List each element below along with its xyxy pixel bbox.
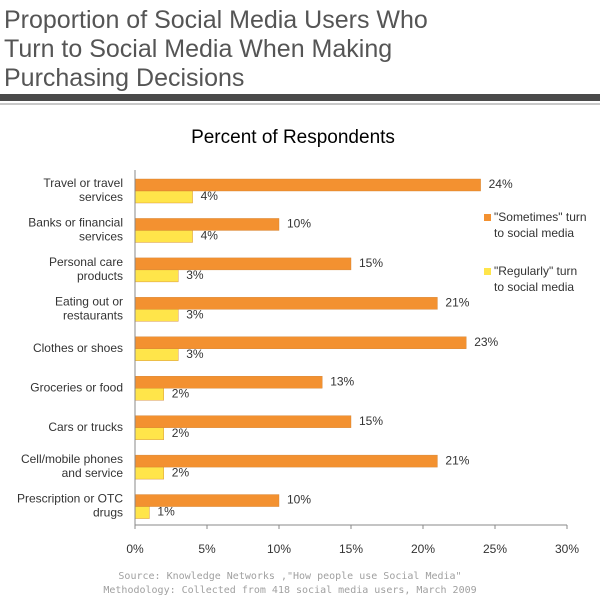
value-label: 10% <box>287 493 311 507</box>
category-label: Clothes or shoes <box>33 341 123 355</box>
value-label: 13% <box>330 374 354 388</box>
value-label: 1% <box>157 505 175 519</box>
category-label: Eating out or restaurants <box>55 295 123 323</box>
x-tick-label: 30% <box>555 542 579 556</box>
text-line: and service <box>62 466 124 480</box>
x-tick-label: 25% <box>483 542 507 556</box>
bar <box>134 230 193 243</box>
text-line: Proportion of Social Media Users Who <box>4 6 428 34</box>
text-line: Personal care <box>49 255 123 269</box>
legend-swatch <box>484 214 491 221</box>
text-line: to social media <box>494 226 574 240</box>
text-line: Cell/mobile phones <box>21 452 123 466</box>
bar <box>134 309 179 322</box>
value-label: 21% <box>445 453 469 467</box>
value-label: 2% <box>172 465 190 479</box>
category-label: Cars or trucks <box>48 420 123 434</box>
legend-swatch <box>484 268 491 275</box>
bar <box>134 376 323 389</box>
bar <box>134 427 164 440</box>
legend-label: "Regularly" turn to social media <box>494 264 577 294</box>
value-label: 10% <box>287 217 311 231</box>
x-tick-label: 5% <box>198 542 216 556</box>
value-label: 21% <box>445 296 469 310</box>
value-label: 3% <box>186 347 204 361</box>
bar <box>134 178 481 192</box>
title-rule <box>0 94 600 101</box>
bar <box>134 348 179 361</box>
bar <box>134 506 150 519</box>
category-label: Cell/mobile phones and service <box>21 452 123 480</box>
method-note: Methodology: Collected from 418 social m… <box>103 585 476 596</box>
text-line: "Sometimes" turn <box>494 210 587 224</box>
value-label: 2% <box>172 426 190 440</box>
category-label: Personal care products <box>49 255 123 283</box>
chart-title: Proportion of Social Media Users Who Turn… <box>4 6 428 92</box>
x-tick-label: 15% <box>339 542 363 556</box>
bar <box>134 388 164 401</box>
text-line: Eating out or <box>55 295 123 309</box>
bar <box>134 190 193 204</box>
text-line: to social media <box>494 280 574 294</box>
text-line: "Regularly" turn <box>494 264 577 278</box>
value-label: 24% <box>489 177 513 191</box>
x-tick-label: 20% <box>411 542 435 556</box>
value-label: 15% <box>359 414 383 428</box>
bar <box>134 415 352 428</box>
bar <box>134 297 438 310</box>
source-note: Source: Knowledge Networks ,"How people … <box>118 571 461 582</box>
value-label: 23% <box>474 335 498 349</box>
bar <box>134 257 352 271</box>
text-line: services <box>79 230 123 244</box>
text-line: Purchasing Decisions <box>4 64 244 92</box>
x-tick-label: 10% <box>267 542 291 556</box>
text-line: Travel or travel <box>43 176 123 190</box>
bar <box>134 269 179 283</box>
legend-label: "Sometimes" turn to social media <box>494 210 587 240</box>
value-label: 2% <box>172 386 190 400</box>
value-label: 4% <box>201 229 219 243</box>
chart-subtitle: Percent of Respondents <box>191 127 395 148</box>
text-line: services <box>79 190 123 204</box>
x-tick-label: 0% <box>126 542 144 556</box>
value-label: 15% <box>359 256 383 270</box>
bar <box>134 466 164 480</box>
title-rule-light <box>0 103 600 105</box>
value-label: 3% <box>186 268 204 282</box>
value-label: 3% <box>186 308 204 322</box>
text-line: Banks or financial <box>28 216 123 230</box>
category-label: Travel or travel services <box>43 176 123 204</box>
text-line: Prescription or OTC <box>17 492 123 506</box>
text-line: products <box>77 269 123 283</box>
category-label: Banks or financial services <box>28 216 123 244</box>
category-label: Groceries or food <box>30 380 123 394</box>
value-label: 4% <box>201 189 219 203</box>
category-label: Prescription or OTC drugs <box>17 492 123 520</box>
text-line: drugs <box>93 506 123 520</box>
text-line: Turn to Social Media When Making <box>4 35 392 63</box>
bar <box>134 336 467 349</box>
text-line: restaurants <box>63 309 123 323</box>
